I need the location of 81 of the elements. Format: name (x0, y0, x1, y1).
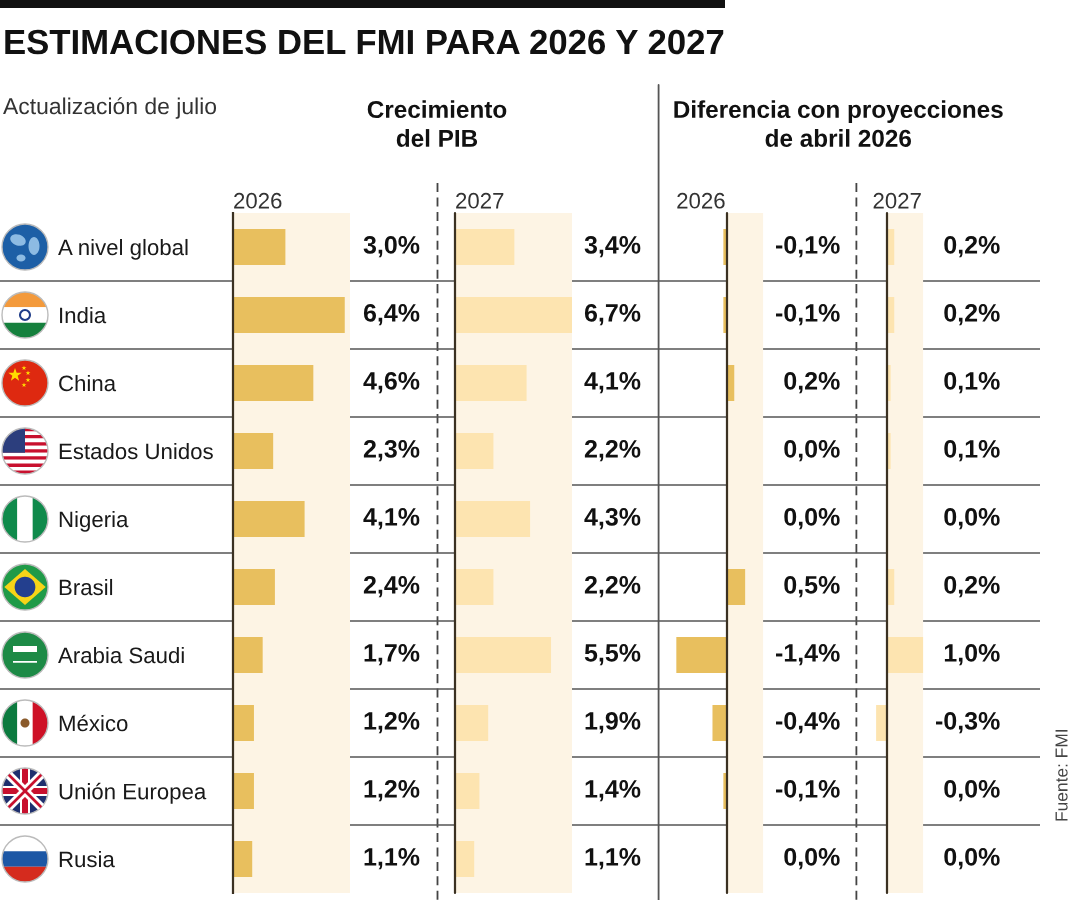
data-label: 0,0% (784, 440, 840, 462)
data-label: 1,2% (364, 712, 420, 734)
chart-title: 2026 (234, 192, 282, 209)
text: Diferencia con proyecciones de abril 2026 (674, 100, 1003, 147)
data-label: 0,2% (944, 304, 1000, 326)
bar (233, 228, 286, 266)
bar (455, 500, 531, 538)
data-label: 6,4% (363, 304, 420, 326)
data-label: 2,2% (584, 576, 641, 598)
data-label: 0,0% (784, 508, 840, 530)
bar (455, 772, 480, 810)
data-label: 0,5% (784, 576, 840, 598)
data-label: 3,0% (363, 236, 420, 258)
data-label: -0,1% (775, 304, 840, 326)
data-label: -0,3% (935, 712, 1000, 734)
bar (455, 296, 572, 334)
y-tick-label: Unión Europea (59, 782, 207, 804)
data-label: 0,2% (944, 576, 1000, 598)
data-label: 3,4% (584, 236, 641, 258)
data-label: 1,7% (364, 644, 420, 666)
bar (455, 636, 552, 674)
data-label: 0,0% (784, 848, 840, 870)
bar (233, 364, 314, 402)
data-label: 1,4% (585, 780, 641, 802)
bar (233, 772, 254, 810)
y-tick-label: Estados Unidos (59, 442, 213, 460)
y-tick-label: A nivel global (58, 238, 188, 260)
text: Actualización de julio (3, 97, 217, 119)
data-label: 0,0% (944, 848, 1000, 870)
bar (233, 432, 274, 470)
bar (233, 568, 275, 606)
bar (233, 704, 254, 742)
bar (455, 840, 475, 878)
chart-title: 2026 (677, 192, 725, 209)
bar (455, 228, 515, 266)
data-label: 4,6% (363, 372, 420, 394)
source-note: Fuente: FMI (1055, 730, 1068, 821)
y-tick-label: Arabia Saudi (58, 646, 184, 664)
y-tick-label: Rusia (59, 850, 115, 868)
data-label: 0,1% (944, 372, 1000, 394)
data-label: 6,7% (584, 304, 641, 326)
data-label: -0,4% (775, 712, 840, 734)
bar (887, 636, 924, 674)
data-label: -0,1% (775, 780, 840, 802)
data-label: -0,1% (775, 236, 840, 258)
data-label: 0,0% (944, 780, 1000, 802)
text: ESTIMACIONES DEL FMI PARA 2026 Y 2027 (5, 29, 724, 55)
bar (233, 296, 345, 334)
data-label: 4,1% (584, 372, 641, 394)
bar (455, 568, 494, 606)
y-tick-label: Nigeria (59, 510, 129, 532)
text: Crecimiento del PIB (367, 100, 507, 147)
chart-title: 2027 (456, 192, 504, 209)
bar (455, 704, 489, 742)
data-label: 0,2% (784, 372, 840, 394)
data-label: 1,0% (944, 644, 1000, 666)
y-tick-label: India (60, 306, 107, 324)
y-tick-label: México (59, 714, 128, 732)
data-label: 2,2% (584, 440, 641, 462)
bar (233, 500, 305, 538)
bar (455, 364, 527, 402)
data-label: 0,1% (944, 440, 1000, 462)
bar (233, 840, 253, 878)
chart-title: 2027 (873, 192, 921, 209)
data-label: 4,3% (584, 508, 641, 530)
data-label: 2,3% (363, 440, 420, 462)
data-label: 2,4% (363, 576, 420, 598)
data-label: 1,2% (364, 780, 420, 802)
data-label: 1,1% (364, 848, 420, 870)
data-label: 0,2% (944, 236, 1000, 258)
y-tick-label: China (59, 374, 117, 392)
bar (876, 704, 887, 742)
data-label: 1,9% (585, 712, 641, 734)
y-tick-label: Brasil (59, 578, 113, 596)
bar (455, 432, 494, 470)
data-label: 5,5% (584, 644, 641, 666)
data-label: -1,4% (775, 644, 840, 666)
data-label: 1,1% (585, 848, 641, 870)
bar (233, 636, 263, 674)
data-label: 4,1% (363, 508, 420, 530)
data-label: 0,0% (944, 508, 1000, 530)
